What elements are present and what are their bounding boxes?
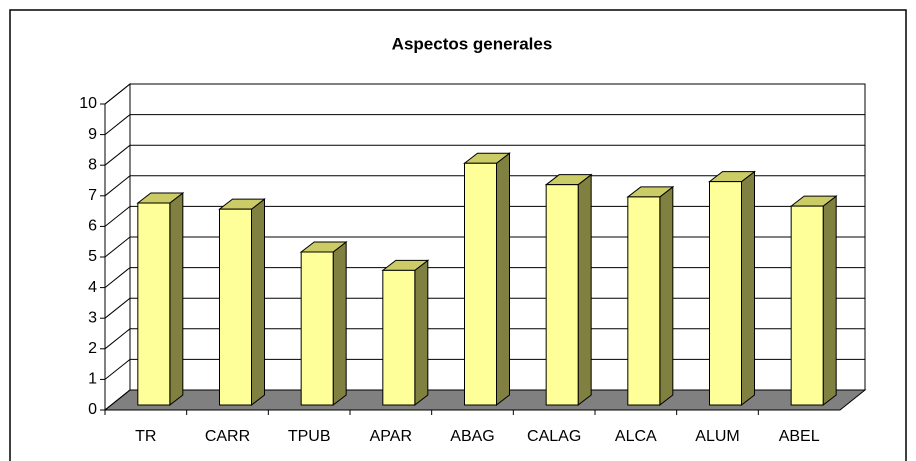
bar [300, 251, 334, 406]
y-tick-label: 1 [88, 371, 97, 388]
bar-side [169, 192, 184, 407]
grid-line [104, 83, 131, 105]
x-tick-label: ABEL [779, 428, 820, 445]
grid-line [104, 328, 131, 350]
y-tick-label: 0 [88, 401, 97, 418]
x-tick-label: ABAG [450, 428, 494, 445]
y-tick-label: 6 [88, 218, 97, 235]
y-tick-label: 10 [79, 95, 97, 112]
bar [627, 196, 661, 406]
chart-title: Aspectos generales [392, 34, 553, 53]
y-tick-label: 5 [88, 248, 97, 265]
bar-side [822, 195, 837, 407]
x-tick-label: APAR [370, 428, 412, 445]
bar-side [577, 173, 592, 407]
grid-line [104, 144, 131, 166]
y-tick-label: 7 [88, 187, 97, 204]
bar-side [251, 198, 265, 407]
x-tick-label: CARR [205, 428, 250, 445]
y-tick-label: 3 [88, 309, 97, 326]
bar [219, 208, 252, 406]
x-tick-label: TPUB [288, 428, 331, 445]
bar-side [659, 185, 674, 407]
grid-line [104, 206, 131, 227]
grid-line [104, 359, 131, 380]
y-tick-label: 8 [88, 156, 97, 173]
grid-line [104, 297, 131, 319]
x-tick-label: CALAG [527, 428, 581, 445]
bar [464, 162, 497, 406]
y-tick-label: 2 [88, 340, 97, 357]
x-tick-label: TR [135, 428, 156, 445]
bar-side [332, 240, 347, 407]
grid-line [104, 389, 131, 411]
y-tick-label: 4 [88, 279, 97, 296]
bar [545, 184, 579, 406]
grid-line [104, 236, 131, 258]
grid-line [104, 175, 131, 197]
x-tick-label: ALCA [615, 428, 657, 445]
bar-side [741, 170, 755, 407]
bar [137, 202, 171, 406]
bar [790, 205, 824, 406]
x-tick-label: ALUM [695, 428, 739, 445]
y-tick-label: 9 [88, 126, 97, 143]
bar-side [496, 152, 510, 407]
grid-line [104, 267, 131, 288]
grid-line [104, 114, 131, 135]
bar-side [414, 259, 429, 407]
bar [382, 269, 416, 406]
bar [709, 181, 742, 406]
